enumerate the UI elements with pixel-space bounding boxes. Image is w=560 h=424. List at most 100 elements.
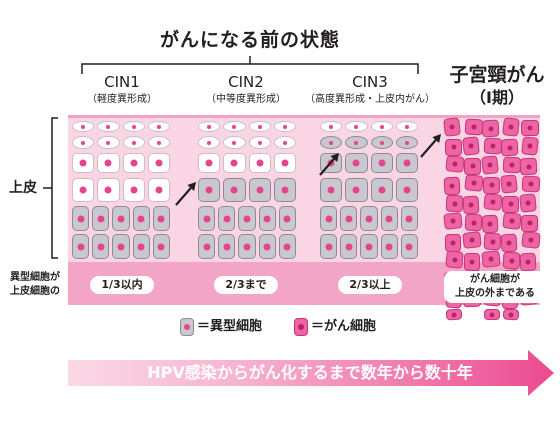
timeline-label: HPV感染からがん化するまで数年から数十年 bbox=[147, 363, 473, 382]
cancer-cell bbox=[483, 137, 503, 155]
cancer-cell bbox=[483, 232, 502, 251]
nucleus bbox=[157, 243, 165, 250]
atypical-cell bbox=[238, 206, 256, 231]
cancer-cell bbox=[442, 117, 461, 137]
nucleus bbox=[243, 243, 251, 250]
nucleus bbox=[452, 161, 458, 168]
cancer-cell bbox=[502, 308, 520, 321]
diagram-title: がんになる前の状態 bbox=[159, 29, 340, 51]
cancer-cell bbox=[500, 233, 518, 253]
normal-cell bbox=[97, 178, 120, 202]
normal-cell bbox=[320, 121, 343, 132]
extent-box-cervical-cancer: がん細胞が 上皮の外まである bbox=[444, 271, 546, 303]
nucleus bbox=[97, 215, 105, 222]
nucleus bbox=[489, 312, 495, 317]
normal-cell bbox=[147, 136, 170, 149]
nucleus bbox=[117, 215, 125, 222]
stage-subtitle: （高度異形成・上皮内がん） bbox=[305, 94, 435, 105]
nucleus bbox=[508, 124, 514, 131]
nucleus bbox=[379, 140, 384, 145]
cancer-cell bbox=[521, 231, 541, 250]
atypical-cell bbox=[400, 234, 418, 259]
normal-cell bbox=[198, 121, 221, 132]
nucleus bbox=[450, 218, 456, 224]
atypical-cell bbox=[345, 153, 368, 173]
atypical-cell bbox=[152, 234, 170, 259]
atypical-cell bbox=[112, 206, 130, 231]
cancer-cell bbox=[462, 230, 482, 249]
cancer-cell bbox=[518, 193, 537, 213]
nucleus bbox=[468, 202, 475, 208]
nucleus bbox=[508, 201, 513, 207]
nucleus bbox=[385, 215, 393, 222]
nucleus bbox=[354, 124, 359, 129]
nucleus bbox=[470, 219, 476, 226]
epithelium-label: 上皮 bbox=[9, 180, 37, 196]
nucleus bbox=[450, 240, 456, 246]
cancer-cell bbox=[445, 138, 462, 156]
nucleus bbox=[404, 140, 409, 145]
nucleus bbox=[527, 125, 533, 131]
stage-header-cin1: CIN1 （軽度異形成） bbox=[47, 73, 197, 106]
nucleus bbox=[449, 124, 455, 130]
cancer-cell bbox=[445, 155, 465, 174]
atypical-cell bbox=[72, 234, 90, 259]
atypical-cell bbox=[258, 234, 276, 259]
nucleus bbox=[283, 243, 291, 250]
atypical-cell bbox=[248, 178, 271, 202]
atypical-cell bbox=[380, 206, 398, 231]
nucleus bbox=[156, 140, 161, 145]
nucleus bbox=[470, 163, 475, 169]
nucleus bbox=[405, 243, 413, 250]
normal-cell bbox=[248, 136, 271, 149]
cancer-cell bbox=[502, 251, 521, 270]
nucleus bbox=[451, 311, 457, 318]
legend-atypical-label: ＝異型細胞 bbox=[197, 319, 263, 334]
cancer-cell bbox=[464, 213, 483, 232]
atypical-cell bbox=[370, 178, 393, 202]
nucleus bbox=[263, 215, 271, 222]
normal-cell bbox=[72, 136, 95, 149]
nucleus bbox=[378, 159, 386, 167]
nucleus bbox=[131, 140, 136, 145]
nucleus bbox=[325, 215, 333, 222]
atypical-cell bbox=[320, 234, 338, 259]
nucleus bbox=[283, 215, 291, 222]
cancer-cell bbox=[499, 174, 518, 194]
nucleus bbox=[487, 162, 493, 168]
atypical-cell bbox=[395, 178, 418, 202]
atypical-cell bbox=[380, 234, 398, 259]
nucleus bbox=[403, 159, 411, 167]
cancer-cell bbox=[521, 214, 538, 232]
nucleus bbox=[203, 215, 211, 222]
atypical-cell bbox=[345, 136, 368, 149]
normal-cell bbox=[97, 153, 120, 173]
stage-header-cin3: CIN3 （高度異形成・上皮内がん） bbox=[295, 73, 445, 106]
nucleus bbox=[205, 186, 213, 194]
cancer-cell bbox=[464, 252, 480, 271]
cancer-cell bbox=[483, 193, 503, 212]
atypical-cell bbox=[112, 234, 130, 259]
atypical-cell bbox=[132, 206, 150, 231]
nucleus bbox=[508, 311, 514, 318]
nucleus bbox=[282, 140, 287, 145]
atypical-cell bbox=[360, 206, 378, 231]
extent-box-line2: 上皮の外まである bbox=[455, 288, 535, 299]
normal-cell bbox=[198, 136, 221, 149]
nucleus bbox=[243, 215, 251, 222]
nucleus bbox=[451, 257, 458, 263]
cancer-cell bbox=[464, 174, 484, 193]
cancer-cell bbox=[521, 175, 541, 193]
stage-subtitle: （中等度異形成） bbox=[206, 94, 286, 105]
atypical-cell bbox=[395, 136, 418, 149]
nucleus bbox=[223, 243, 231, 250]
cancer-cell bbox=[443, 211, 463, 230]
normal-cell bbox=[122, 178, 145, 202]
nucleus bbox=[489, 143, 496, 149]
nucleus bbox=[104, 159, 112, 167]
legend-cancer-label: ＝がん細胞 bbox=[311, 319, 377, 334]
cancer-cell bbox=[445, 194, 464, 213]
nucleus bbox=[130, 186, 138, 194]
atypical-cell bbox=[400, 206, 418, 231]
nucleus bbox=[157, 215, 165, 222]
